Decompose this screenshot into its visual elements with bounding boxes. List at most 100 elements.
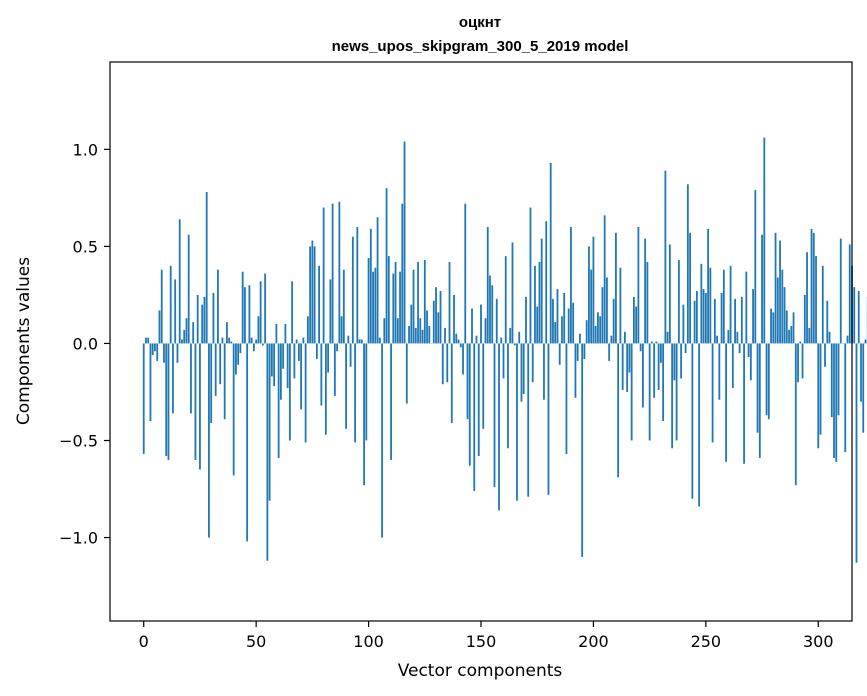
bar-183 <box>554 322 557 344</box>
y-tick-label-0: −1.0 <box>59 529 98 548</box>
bar-218 <box>633 296 635 344</box>
bar-22 <box>192 322 195 344</box>
bar-23 <box>194 343 197 460</box>
bar-77 <box>315 343 318 359</box>
bar-44 <box>241 271 244 344</box>
bar-130 <box>435 287 437 344</box>
bar-96 <box>358 339 361 344</box>
bar-36 <box>223 343 226 420</box>
bar-222 <box>641 343 644 408</box>
bar-54 <box>264 273 267 344</box>
bar-162 <box>507 343 509 449</box>
bar-277 <box>765 343 768 416</box>
bar-236 <box>673 343 676 381</box>
bar-142 <box>462 343 464 375</box>
bar-112 <box>394 261 397 344</box>
bar-233 <box>666 331 669 344</box>
bar-3 <box>149 343 152 422</box>
bar-152 <box>484 318 487 344</box>
bar-210 <box>615 232 617 344</box>
bar-49 <box>253 343 255 352</box>
bar-302 <box>821 265 824 344</box>
bar-179 <box>545 221 548 344</box>
y-tick-label-2: 0.0 <box>73 334 98 353</box>
bar-20 <box>187 234 190 344</box>
bar-2 <box>147 337 150 344</box>
bar-310 <box>839 238 842 344</box>
bar-208 <box>610 335 613 344</box>
bar-80 <box>322 207 325 344</box>
bar-197 <box>585 320 588 344</box>
bar-42 <box>237 343 240 365</box>
bar-266 <box>740 296 743 344</box>
bar-146 <box>471 308 473 344</box>
bar-72 <box>304 343 307 443</box>
bar-103 <box>374 267 377 344</box>
bar-164 <box>511 242 514 344</box>
bar-143 <box>464 203 467 344</box>
bar-104 <box>376 217 379 344</box>
bar-177 <box>540 238 543 344</box>
bar-57 <box>270 343 273 377</box>
bar-144 <box>466 343 469 420</box>
bar-163 <box>509 327 512 344</box>
bar-275 <box>761 234 763 344</box>
x-tick-label-200: 200 <box>578 632 609 651</box>
bar-239 <box>680 343 683 379</box>
bar-119 <box>410 304 413 344</box>
bar-92 <box>349 343 352 367</box>
bar-140 <box>457 339 460 344</box>
bar-81 <box>324 343 327 435</box>
bar-7 <box>158 310 161 344</box>
bar-100 <box>367 258 370 344</box>
bar-223 <box>644 238 647 344</box>
bar-204 <box>601 287 604 344</box>
bar-116 <box>403 141 406 344</box>
bar-256 <box>718 343 721 400</box>
bar-191 <box>572 302 575 344</box>
bar-90 <box>345 343 347 429</box>
bar-9 <box>163 343 165 363</box>
x-axis-label: Vector components <box>398 661 563 681</box>
bar-257 <box>720 292 723 344</box>
bar-43 <box>239 343 242 354</box>
bar-269 <box>747 343 750 358</box>
bar-47 <box>248 285 251 344</box>
bar-190 <box>570 226 572 344</box>
bar-48 <box>250 337 253 344</box>
bar-243 <box>689 232 692 344</box>
bar-318 <box>857 291 860 344</box>
bar-184 <box>556 289 559 344</box>
x-tick-label-0: 0 <box>139 632 149 651</box>
x-tick-label-50: 50 <box>246 632 266 651</box>
bar-71 <box>302 337 305 344</box>
bar-83 <box>329 279 332 344</box>
bar-224 <box>646 261 649 344</box>
bar-65 <box>288 343 291 441</box>
x-tick-label-300: 300 <box>803 632 834 651</box>
bar-14 <box>174 279 177 344</box>
bar-69 <box>297 343 300 361</box>
bar-165 <box>513 343 516 346</box>
bar-129 <box>432 300 435 344</box>
x-tick-label-250: 250 <box>691 632 722 651</box>
bar-182 <box>552 298 554 344</box>
bar-52 <box>259 281 262 344</box>
bar-91 <box>347 335 350 344</box>
bar-132 <box>439 291 442 344</box>
bar-121 <box>414 327 417 344</box>
bar-195 <box>581 343 584 557</box>
bar-111 <box>392 273 395 344</box>
bar-238 <box>677 259 680 344</box>
bar-58 <box>273 343 276 387</box>
bar-126 <box>426 310 428 344</box>
bar-212 <box>619 267 622 344</box>
bar-319 <box>860 343 862 402</box>
bar-209 <box>612 298 615 344</box>
bar-150 <box>480 304 482 344</box>
bar-109 <box>387 256 390 344</box>
bar-37 <box>226 322 228 344</box>
bar-207 <box>608 343 611 361</box>
bar-199 <box>590 269 593 344</box>
